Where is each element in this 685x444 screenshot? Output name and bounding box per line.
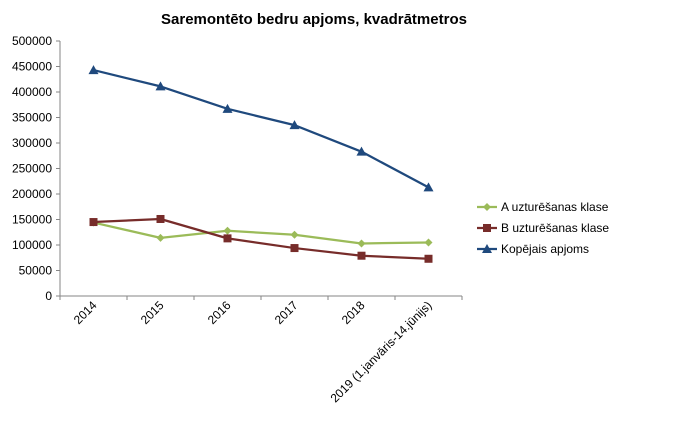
data-point xyxy=(290,230,299,239)
legend: A uzturēšanas klase B uzturēšanas klase Ko… xyxy=(477,200,609,256)
x-tick-label: 2015 xyxy=(138,298,167,327)
data-point xyxy=(356,146,367,156)
data-point xyxy=(423,182,434,192)
x-tick-label: 2018 xyxy=(339,298,368,327)
data-point xyxy=(222,103,233,113)
chart-title: Saremontēto bedru apjoms, kvadrātmetros xyxy=(161,11,467,28)
series-3 xyxy=(88,65,434,192)
y-tick-label: 500000 xyxy=(12,34,52,48)
legend-item: Kopējais apjoms xyxy=(477,242,589,256)
series-line xyxy=(93,68,430,189)
y-tick-label: 350000 xyxy=(12,111,52,125)
y-tick-label: 300000 xyxy=(12,136,52,150)
data-point xyxy=(424,238,433,247)
x-tick-label: 2014 xyxy=(71,298,100,327)
y-tick-label: 400000 xyxy=(12,85,52,99)
legend-marker xyxy=(482,244,492,253)
y-tick-label: 150000 xyxy=(12,213,52,227)
x-tick-label: 2016 xyxy=(205,298,234,327)
legend-label: Kopējais apjoms xyxy=(501,242,589,256)
legend-marker xyxy=(483,203,491,211)
y-axis-ticks: 0 50000 100000 150000 200000 250000 300000 3500… xyxy=(12,34,60,303)
y-tick-label: 450000 xyxy=(12,60,52,74)
data-point xyxy=(357,251,366,260)
y-tick-label: 50000 xyxy=(19,264,53,278)
legend-item: A uzturēšanas klase xyxy=(477,200,609,214)
series-line xyxy=(93,217,429,260)
y-tick-label: 250000 xyxy=(12,162,52,176)
y-tick-label: 100000 xyxy=(12,238,52,252)
data-point xyxy=(290,244,299,253)
data-point xyxy=(223,234,232,243)
x-tick-label: 2017 xyxy=(272,298,301,327)
legend-label: A uzturēšanas klase xyxy=(501,200,609,214)
data-point xyxy=(88,65,99,75)
data-point xyxy=(156,233,165,242)
y-tick-label: 200000 xyxy=(12,187,52,201)
series-line xyxy=(93,221,429,245)
data-point xyxy=(424,254,433,263)
data-point xyxy=(156,214,165,223)
legend-item: B uzturēšanas klase xyxy=(477,221,609,235)
data-point xyxy=(155,81,166,91)
data-point xyxy=(357,239,366,248)
data-point xyxy=(223,226,232,235)
legend-label: B uzturēšanas klase xyxy=(501,221,609,235)
legend-marker xyxy=(483,224,491,232)
y-tick-label: 0 xyxy=(45,289,52,303)
series-group xyxy=(88,65,434,263)
data-point xyxy=(89,218,98,227)
data-point xyxy=(289,120,300,130)
series-2 xyxy=(89,214,433,263)
